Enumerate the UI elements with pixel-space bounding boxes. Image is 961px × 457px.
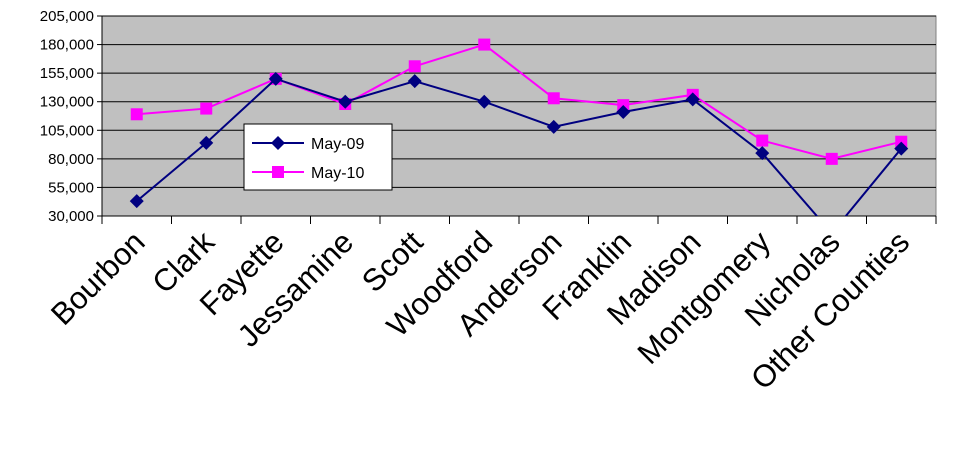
data-point bbox=[199, 135, 214, 150]
legend-marker-diamond-icon bbox=[271, 136, 285, 150]
data-point bbox=[408, 60, 421, 73]
legend-label-series-1: May-10 bbox=[311, 165, 364, 182]
legend-box bbox=[243, 123, 393, 191]
y-tick-label: 180,000 bbox=[40, 37, 94, 54]
legend-marker-square-icon bbox=[272, 166, 284, 178]
data-point bbox=[478, 38, 491, 51]
gridlines bbox=[102, 15, 936, 217]
data-point bbox=[755, 146, 770, 161]
data-point bbox=[338, 94, 353, 109]
y-tick-label: 205,000 bbox=[40, 8, 94, 25]
y-tick-label: 55,000 bbox=[48, 179, 94, 196]
plot-area bbox=[101, 15, 937, 217]
data-point bbox=[268, 71, 283, 86]
legend: May-09 May-10 bbox=[243, 123, 393, 191]
data-point bbox=[756, 134, 769, 147]
data-point bbox=[825, 152, 838, 165]
data-point bbox=[894, 141, 909, 156]
y-tick-label: 105,000 bbox=[40, 122, 94, 139]
series-line bbox=[136, 77, 903, 216]
data-point bbox=[616, 105, 631, 119]
data-point bbox=[200, 102, 213, 115]
data-point bbox=[130, 108, 143, 121]
x-tick-labels: BourbonClarkFayetteJessamineScottWoodfor… bbox=[44, 224, 916, 397]
axes bbox=[97, 15, 937, 224]
data-point bbox=[477, 94, 492, 109]
data-point bbox=[546, 119, 561, 134]
data-point bbox=[407, 74, 422, 89]
series-line bbox=[136, 43, 902, 160]
y-tick-label: 30,000 bbox=[48, 208, 94, 225]
data-point bbox=[685, 92, 700, 107]
data-point bbox=[129, 194, 144, 209]
y-tick-labels: 30,000 55,000 80,000 105,000 130,000 155,000 1… bbox=[40, 8, 94, 225]
data-point bbox=[547, 92, 560, 105]
series bbox=[129, 38, 909, 216]
y-tick-label: 130,000 bbox=[40, 94, 94, 111]
y-tick-label: 155,000 bbox=[40, 65, 94, 82]
x-tick-label: Bourbon bbox=[44, 224, 152, 332]
legend-label-series-0: May-09 bbox=[311, 136, 364, 153]
y-tick-label: 80,000 bbox=[48, 151, 94, 168]
